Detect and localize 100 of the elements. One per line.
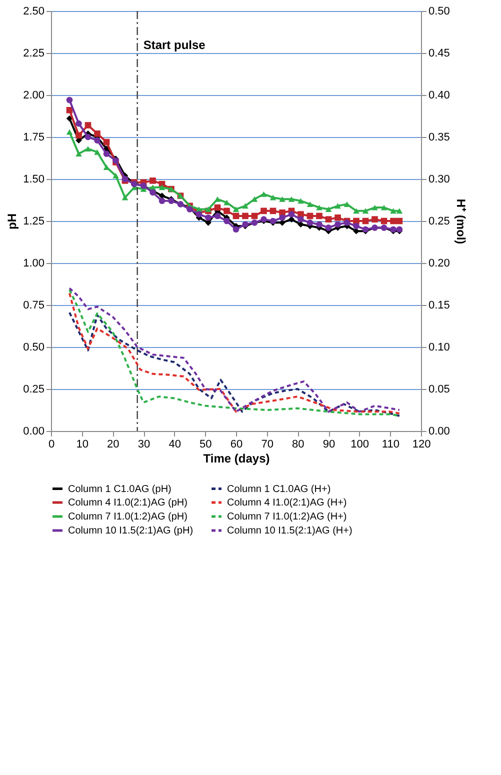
line-series [68,312,400,417]
point [122,194,128,200]
point [242,212,248,220]
point [380,204,388,210]
point [396,208,403,214]
point [372,204,378,210]
x-tick-label: 80 [292,438,304,450]
point [242,203,248,209]
point [353,222,360,230]
legend-label: Column 10 I1.5(2:1)AG (H+) [227,526,352,536]
point [260,208,267,214]
y2-tick-label: 0.10 [428,342,450,354]
point [380,218,388,224]
point [390,218,396,224]
y2-tick-label: 0.50 [428,6,450,18]
point [232,206,240,212]
point [94,137,100,144]
point [66,96,73,104]
legend-label: Column 10 I1.5(2:1)AG (pH) [68,526,194,536]
point [306,220,314,226]
point [279,214,286,221]
point [224,208,230,214]
point [232,212,240,220]
y-tick-label: 1.00 [23,258,44,270]
legend-label: Column 4 I1.0(2:1)AG (H+) [227,498,347,508]
point [158,198,166,204]
point [251,196,258,202]
point [325,206,332,212]
point [205,214,212,221]
y2-tick-label: 0.20 [428,258,450,270]
y-tick-label: 2.00 [23,90,44,102]
x-tick-label: 120 [412,438,431,450]
point [205,206,212,212]
y-tick-label: 1.50 [23,174,44,186]
point [158,184,166,190]
point [214,212,221,220]
point [270,208,276,214]
x-tick-label: 110 [382,438,400,450]
point [103,138,110,146]
legend-label: Column 7 I1.0(1:2)AG (pH) [68,512,188,522]
point [325,224,332,231]
x-tick-label: 20 [107,438,120,450]
point [76,120,82,127]
legend-label: Column 1 C1.0AG (pH) [68,484,172,495]
point [94,130,100,137]
x-tick-label: 30 [138,438,150,450]
point [334,203,341,209]
x-tick-label: 100 [350,438,370,450]
y2-axis-title: H⁺ (mol) [454,198,468,244]
point [224,218,230,224]
y2-tick-label: 0.00 [428,426,450,438]
point [325,216,332,222]
y-tick-label: 1.25 [23,216,44,228]
legend-label: Column 4 I1.0(2:1)AG (pH) [68,498,188,508]
point [372,216,378,222]
y-tick-label: 1.75 [23,132,44,144]
point [316,204,322,210]
point [76,132,82,138]
point [288,211,295,218]
point [353,208,360,214]
point [260,191,267,197]
point [288,196,295,202]
point [306,212,314,220]
point [334,214,341,221]
y2-tick-label: 0.30 [428,174,450,186]
legend-label: Column 7 I1.0(1:2)AG (H+) [227,512,347,522]
point [66,106,73,114]
point [94,149,100,155]
y-tick-label: 2.50 [23,6,44,18]
y2-tick-label: 0.35 [428,132,450,144]
x-tick-label: 0 [48,438,55,450]
x-tick-label: 60 [230,438,243,450]
legend-label: Column 1 C1.0AG (H+) [227,484,331,495]
ref-line-label: Start pulse [143,38,206,52]
point [214,204,221,211]
point [362,208,369,214]
point [84,146,92,152]
point [214,196,221,202]
point [270,194,276,200]
y2-tick-label: 0.45 [428,48,450,60]
y-axis-title: pH [5,214,20,230]
point [334,221,341,228]
point [390,208,396,214]
y2-tick-label: 0.05 [428,384,450,396]
point [298,216,304,222]
point [279,196,286,202]
x-tick-label: 90 [322,438,336,450]
y-tick-label: 0.50 [23,342,44,354]
y2-tick-label: 0.15 [428,300,450,312]
point [232,226,240,233]
point [103,150,110,157]
y-tick-label: 0.25 [23,384,44,396]
y-tick-label: 0.00 [23,426,44,438]
point [150,178,156,184]
y-tick-label: 0.75 [23,300,44,312]
x-tick-label: 70 [261,438,274,450]
point [396,218,403,224]
point [362,218,369,224]
y2-tick-label: 0.40 [428,90,450,102]
point [84,134,92,140]
